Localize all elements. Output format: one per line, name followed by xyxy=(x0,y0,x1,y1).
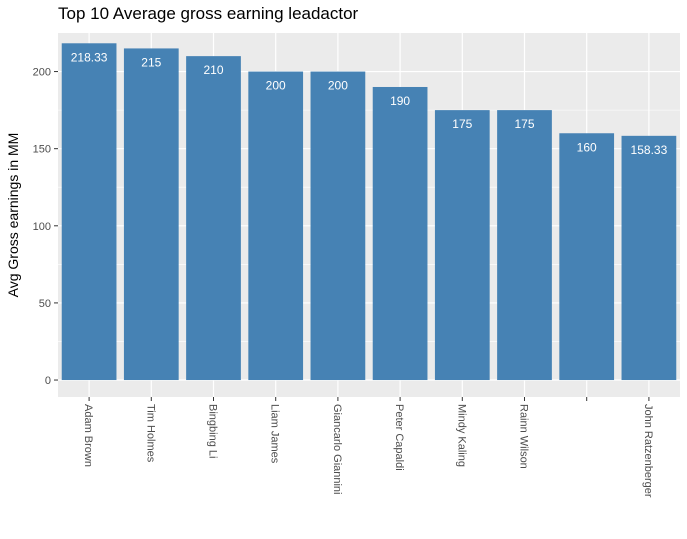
value-label: 215 xyxy=(141,55,161,69)
y-tick-label: 0 xyxy=(45,375,51,387)
value-label: 210 xyxy=(203,63,223,77)
value-label: 190 xyxy=(390,94,410,108)
value-label: 160 xyxy=(577,140,597,154)
y-axis-label: Avg Gross earnings in MM xyxy=(5,133,21,298)
y-tick-label: 150 xyxy=(33,144,51,156)
x-tick-label: Liam James xyxy=(269,404,281,464)
value-labels: 218.33 215 210 200 200 190 175 175 160 158.33 xyxy=(71,50,668,157)
x-tick-label: Adam Brown xyxy=(82,404,94,467)
x-tick-label: Tim Holmes xyxy=(144,404,156,463)
bar xyxy=(61,43,117,381)
bar xyxy=(123,48,179,381)
x-tick-label: Giancarlo Giannini xyxy=(331,404,343,495)
value-label: 158.33 xyxy=(631,143,668,157)
bar xyxy=(372,86,428,381)
y-tick-label: 100 xyxy=(33,221,51,233)
x-axis-ticks: Adam Brown Tim Holmes Bingbing Li Liam Jame… xyxy=(82,397,654,498)
value-label: 200 xyxy=(328,79,348,93)
value-label: 218.33 xyxy=(71,50,108,64)
x-tick-label: Peter Capaldi xyxy=(393,404,405,471)
y-tick-label: 50 xyxy=(39,298,51,310)
bar xyxy=(559,133,615,381)
y-tick-label: 200 xyxy=(33,67,51,79)
x-tick-label: John Ratzenberger xyxy=(642,404,654,498)
x-tick-label: Mindy Kaling xyxy=(455,404,467,467)
bar xyxy=(248,71,304,381)
bar xyxy=(497,110,552,381)
bars xyxy=(61,43,677,381)
x-tick-label: Rainn Wilson xyxy=(518,404,530,469)
x-tick-label: Bingbing Li xyxy=(207,404,219,458)
bar xyxy=(186,56,241,381)
bar xyxy=(310,71,366,381)
bar xyxy=(621,135,677,381)
y-axis-ticks: 0 50 100 150 200 xyxy=(33,67,58,387)
bar xyxy=(434,110,490,381)
value-label: 175 xyxy=(514,117,534,131)
chart-title: Top 10 Average gross earning leadactor xyxy=(58,4,359,23)
value-label: 175 xyxy=(452,117,472,131)
value-label: 200 xyxy=(266,79,286,93)
